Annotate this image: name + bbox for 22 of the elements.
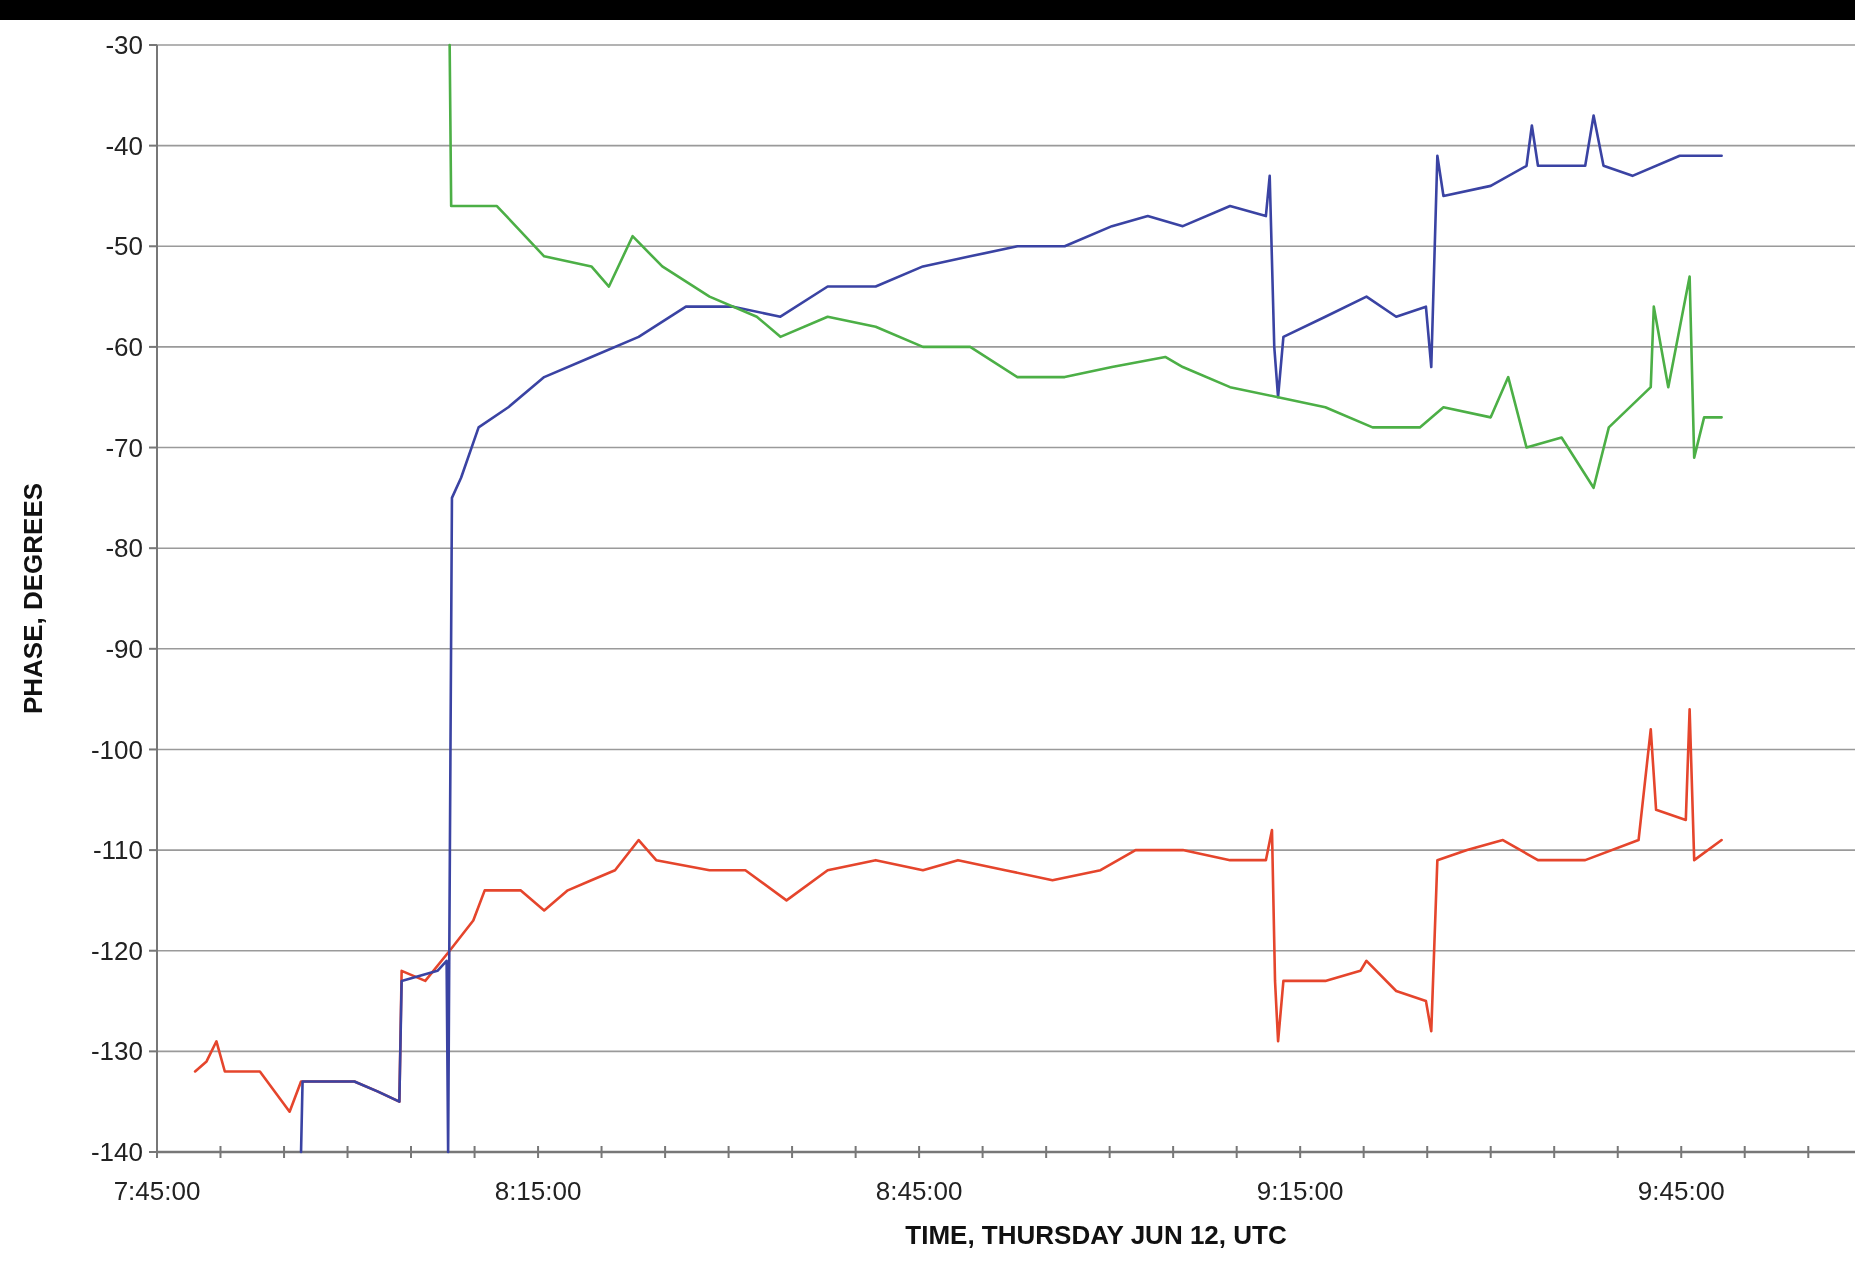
y-tick-label: -80	[105, 533, 143, 564]
line-series	[299, 114, 1723, 1154]
x-tick-label: 8:45:00	[875, 1176, 963, 1206]
y-tick-label: -110	[92, 835, 143, 866]
y-tick-label: -50	[105, 231, 143, 262]
x-axis-title: TIME, THURSDAY JUN 12, UTC	[905, 1220, 1287, 1250]
y-tick-label: -140	[90, 1137, 143, 1168]
y-tick-label: -90	[105, 633, 143, 664]
line-series	[193, 707, 1723, 1114]
x-tick-label: 9:45:00	[1637, 1176, 1725, 1206]
x-tick-label: 9:15:00	[1256, 1176, 1344, 1206]
y-tick-label: -130	[90, 1036, 143, 1067]
x-tick-label: 7:45:00	[113, 1176, 201, 1206]
y-tick-label: -70	[105, 432, 143, 463]
y-tick-label: -30	[105, 30, 143, 61]
y-tick-label: -60	[105, 332, 143, 363]
y-axis-title: PHASE, DEGREES	[18, 482, 48, 715]
y-tick-label: -100	[90, 734, 143, 765]
line-series	[448, 43, 1723, 490]
x-tick-label: 8:15:00	[494, 1176, 582, 1206]
y-tick-label: -40	[105, 130, 143, 161]
y-tick-label: -120	[90, 935, 143, 966]
